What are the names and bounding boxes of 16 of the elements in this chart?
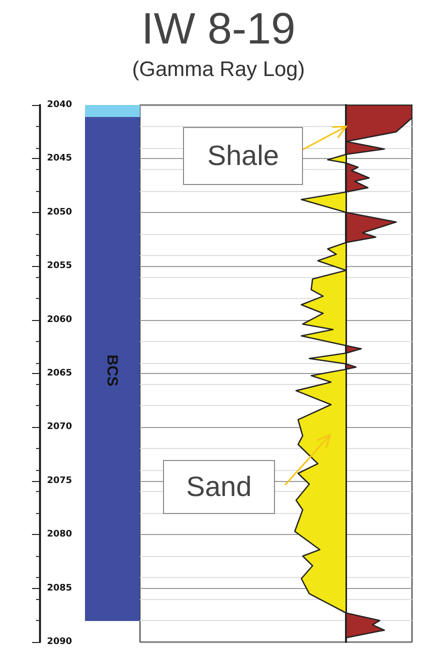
y-tick-label: 2090 bbox=[46, 637, 72, 647]
y-tick-label: 2040 bbox=[46, 100, 72, 110]
y-tick-label: 2060 bbox=[46, 314, 72, 325]
y-tick-label: 2080 bbox=[46, 530, 72, 540]
text: BCS bbox=[103, 354, 120, 386]
text: Sand bbox=[163, 460, 275, 514]
y-tick-label: 2070 bbox=[46, 422, 72, 432]
y-tick-label: 2085 bbox=[46, 583, 72, 594]
y-tick-label: 2050 bbox=[46, 207, 72, 218]
chart-subtitle: (Gamma Ray Log) bbox=[132, 58, 305, 81]
y-tick-label: 2055 bbox=[46, 261, 72, 272]
chart-title: IW 8-19 bbox=[141, 4, 296, 54]
annotation: Shale bbox=[183, 127, 304, 186]
y-tick-label: 2075 bbox=[46, 476, 72, 486]
y-tick-label: 2045 bbox=[46, 154, 72, 164]
y-tick-label: 2065 bbox=[46, 368, 72, 378]
